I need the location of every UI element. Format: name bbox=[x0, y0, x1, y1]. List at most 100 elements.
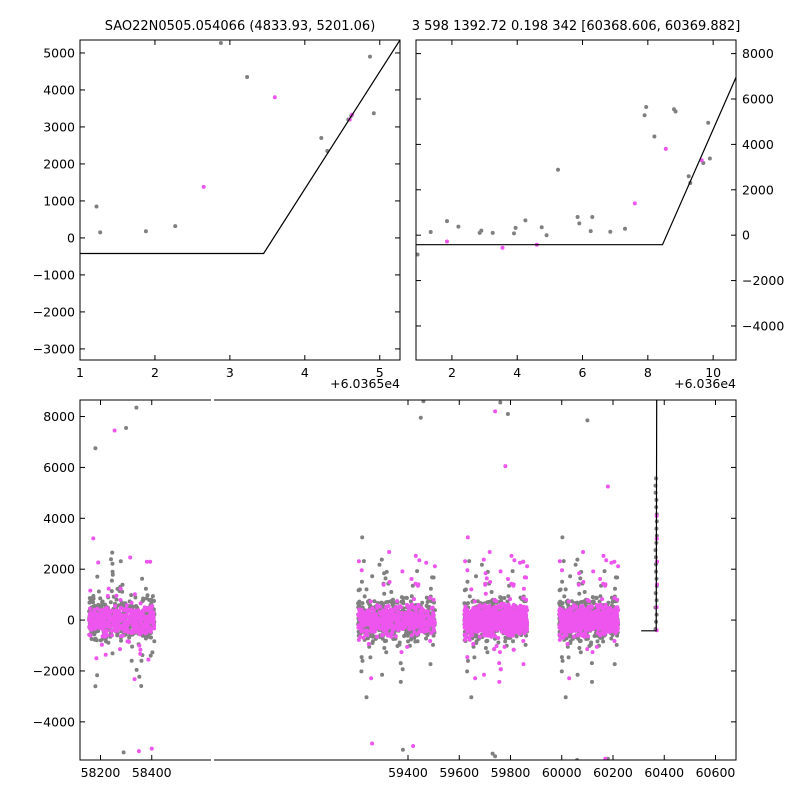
magenta-point bbox=[143, 605, 148, 610]
grey-outlier-point bbox=[490, 751, 495, 756]
grey-point bbox=[389, 590, 394, 594]
grey-point bbox=[467, 559, 472, 564]
magenta-point bbox=[484, 615, 489, 620]
grey-point bbox=[416, 252, 420, 257]
magenta-point bbox=[492, 647, 497, 652]
grey-point bbox=[120, 589, 125, 594]
grey-point bbox=[613, 586, 617, 591]
grey-outlier-point bbox=[93, 684, 98, 689]
magenta-point bbox=[412, 630, 417, 635]
grey-point bbox=[498, 595, 503, 600]
magenta-point bbox=[585, 598, 590, 602]
magenta-point bbox=[130, 623, 135, 628]
y-tick-label: −4000 bbox=[33, 714, 75, 729]
magenta-point bbox=[99, 642, 104, 647]
grey-outlier-point bbox=[418, 415, 423, 420]
magenta-point bbox=[386, 610, 391, 615]
grey-outlier-point bbox=[493, 754, 498, 759]
y-tick-label: 0 bbox=[67, 230, 75, 245]
magenta-point bbox=[381, 582, 386, 587]
grey-point bbox=[469, 695, 474, 700]
magenta-point bbox=[507, 627, 512, 632]
magenta-point bbox=[152, 626, 157, 631]
grey-point bbox=[390, 600, 395, 604]
magenta-point bbox=[414, 622, 419, 627]
bottom-panel: 58200 58400 59400 59600 59800 60000 60200 60400… bbox=[33, 396, 737, 780]
grey-point bbox=[99, 603, 104, 608]
magenta-point bbox=[400, 623, 405, 628]
magenta-point bbox=[144, 559, 149, 564]
grey-point bbox=[523, 218, 528, 223]
magenta-point bbox=[431, 613, 436, 618]
magenta-point bbox=[483, 571, 488, 576]
x-tick-label: 6 bbox=[579, 365, 587, 380]
magenta-point bbox=[470, 608, 475, 613]
y-tick-label: 4000 bbox=[43, 82, 75, 97]
y-tick-label: −1000 bbox=[33, 267, 75, 282]
grey-point bbox=[652, 134, 657, 139]
grey-point bbox=[594, 595, 599, 600]
magenta-point bbox=[464, 609, 468, 614]
y-tick-label: 6000 bbox=[742, 92, 774, 107]
magenta-point bbox=[369, 624, 374, 629]
magenta-point bbox=[595, 631, 600, 635]
magenta-point bbox=[483, 618, 488, 623]
grey-point bbox=[560, 535, 565, 540]
magenta-point bbox=[124, 613, 128, 617]
magenta-point bbox=[560, 568, 564, 573]
magenta-outlier-point bbox=[370, 741, 375, 746]
magenta-point bbox=[506, 577, 510, 581]
magenta-point bbox=[601, 605, 606, 610]
magenta-point bbox=[380, 632, 385, 637]
grey-point bbox=[595, 639, 600, 644]
y-tick-label: 2000 bbox=[43, 562, 75, 577]
grey-point bbox=[319, 136, 324, 140]
magenta-point bbox=[483, 582, 488, 587]
grey-point bbox=[601, 639, 606, 644]
grey-point bbox=[610, 600, 615, 604]
magenta-point bbox=[612, 625, 617, 630]
magenta-point bbox=[357, 617, 362, 622]
magenta-point bbox=[98, 612, 103, 617]
magenta-point bbox=[129, 619, 134, 624]
magenta-point bbox=[414, 613, 419, 618]
magenta-point bbox=[615, 618, 620, 623]
grey-point bbox=[218, 41, 223, 45]
grey-point bbox=[556, 167, 560, 172]
grey-point bbox=[148, 653, 153, 658]
magenta-point bbox=[387, 580, 392, 584]
magenta-point bbox=[612, 612, 617, 617]
magenta-point bbox=[476, 620, 481, 625]
grey-point bbox=[134, 667, 139, 672]
bottom-axis-break-lower bbox=[211, 756, 214, 764]
magenta-point bbox=[117, 610, 122, 615]
magenta-point bbox=[522, 631, 527, 636]
magenta-point bbox=[390, 610, 395, 615]
magenta-point bbox=[478, 624, 483, 629]
magenta-point bbox=[414, 605, 419, 610]
magenta-point bbox=[131, 630, 136, 635]
magenta-point bbox=[521, 662, 526, 667]
grey-point bbox=[114, 597, 119, 602]
magenta-point bbox=[559, 623, 564, 627]
magenta-point bbox=[428, 639, 433, 643]
grey-point bbox=[686, 174, 691, 179]
magenta-point bbox=[509, 581, 514, 586]
grey-outlier-point bbox=[498, 400, 503, 405]
magenta-point bbox=[400, 615, 405, 620]
x-tick-label: 58400 bbox=[132, 765, 172, 780]
magenta-point bbox=[463, 559, 468, 564]
magenta-point bbox=[124, 603, 129, 608]
magenta-point bbox=[105, 594, 110, 598]
y-tick-label: 2000 bbox=[742, 182, 774, 197]
grey-point bbox=[370, 574, 375, 579]
grey-point bbox=[445, 219, 449, 224]
magenta-point bbox=[360, 613, 365, 618]
magenta-point bbox=[357, 614, 362, 619]
magenta-point bbox=[424, 560, 429, 565]
grey-point bbox=[590, 679, 594, 684]
grey-point bbox=[129, 593, 134, 598]
x-tick-label: 3 bbox=[226, 365, 234, 380]
magenta-point bbox=[511, 633, 515, 638]
magenta-point bbox=[604, 558, 609, 563]
